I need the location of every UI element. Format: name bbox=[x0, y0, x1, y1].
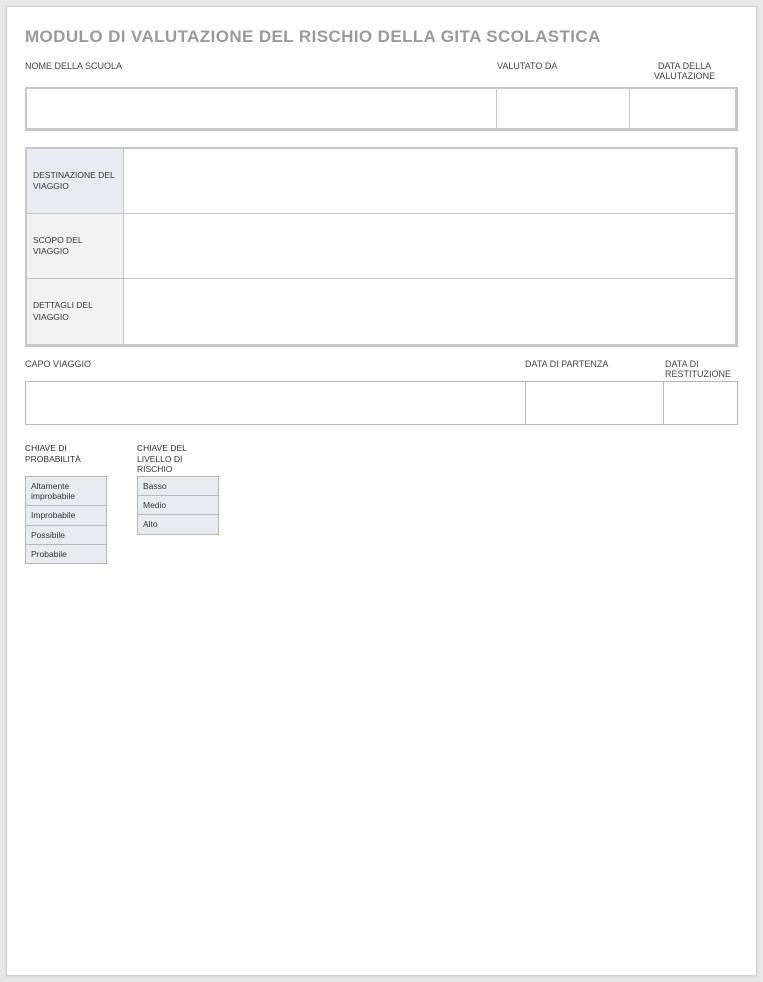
departure-date-label: DATA DI PARTENZA bbox=[525, 359, 665, 369]
trip-details-label: DETTAGLI DEL VIAGGIO bbox=[27, 279, 124, 344]
return-date-label: DATA DI RESTITUZIONE bbox=[665, 359, 738, 379]
table-row: SCOPO DEL VIAGGIO bbox=[27, 214, 735, 279]
probability-key-list: Altamente improbabile Improbabile Possib… bbox=[25, 476, 107, 564]
assessment-date-label: DATA DELLA VALUTAZIONE bbox=[631, 61, 738, 83]
school-name-label: NOME DELLA SCUOLA bbox=[25, 61, 497, 73]
assessed-by-field[interactable] bbox=[497, 89, 630, 128]
header-input-row bbox=[25, 87, 738, 131]
header-labels-row: NOME DELLA SCUOLA VALUTATO DA DATA DELLA… bbox=[25, 61, 738, 83]
form-page: MODULO DI VALUTAZIONE DEL RISCHIO DELLA … bbox=[6, 6, 757, 976]
list-item: Basso bbox=[137, 477, 219, 496]
school-name-field[interactable] bbox=[27, 89, 497, 128]
probability-key-title: CHIAVE DI PROBABILITÀ bbox=[25, 443, 107, 473]
probability-key-block: CHIAVE DI PROBABILITÀ Altamente improbab… bbox=[25, 443, 107, 564]
assessment-date-field[interactable] bbox=[630, 89, 735, 128]
list-item: Probabile bbox=[25, 545, 107, 564]
list-item: Medio bbox=[137, 496, 219, 515]
table-row: DESTINAZIONE DEL VIAGGIO bbox=[27, 149, 735, 214]
leader-labels-row: CAPO VIAGGIO DATA DI PARTENZA DATA DI RE… bbox=[25, 359, 738, 379]
leader-input-row bbox=[25, 381, 738, 425]
trip-leader-label: CAPO VIAGGIO bbox=[25, 359, 525, 369]
trip-info-table: DESTINAZIONE DEL VIAGGIO SCOPO DEL VIAGG… bbox=[25, 147, 738, 347]
risk-key-list: Basso Medio Alto bbox=[137, 476, 219, 535]
risk-key-title: CHIAVE DEL LIVELLO DI RISCHIO bbox=[137, 443, 219, 473]
form-title: MODULO DI VALUTAZIONE DEL RISCHIO DELLA … bbox=[25, 27, 738, 47]
trip-purpose-label: SCOPO DEL VIAGGIO bbox=[27, 214, 124, 278]
list-item: Improbabile bbox=[25, 506, 107, 525]
table-row: DETTAGLI DEL VIAGGIO bbox=[27, 279, 735, 344]
trip-leader-field[interactable] bbox=[26, 382, 526, 424]
list-item: Alto bbox=[137, 515, 219, 534]
trip-destination-label: DESTINAZIONE DEL VIAGGIO bbox=[27, 149, 124, 213]
list-item: Possibile bbox=[25, 526, 107, 545]
return-date-field[interactable] bbox=[664, 382, 737, 424]
assessed-by-label: VALUTATO DA bbox=[497, 61, 631, 73]
trip-details-field[interactable] bbox=[124, 279, 735, 344]
trip-destination-field[interactable] bbox=[124, 149, 735, 213]
risk-key-block: CHIAVE DEL LIVELLO DI RISCHIO Basso Medi… bbox=[137, 443, 219, 564]
trip-purpose-field[interactable] bbox=[124, 214, 735, 278]
list-item: Altamente improbabile bbox=[25, 477, 107, 506]
keys-section: CHIAVE DI PROBABILITÀ Altamente improbab… bbox=[25, 443, 738, 564]
departure-date-field[interactable] bbox=[526, 382, 664, 424]
